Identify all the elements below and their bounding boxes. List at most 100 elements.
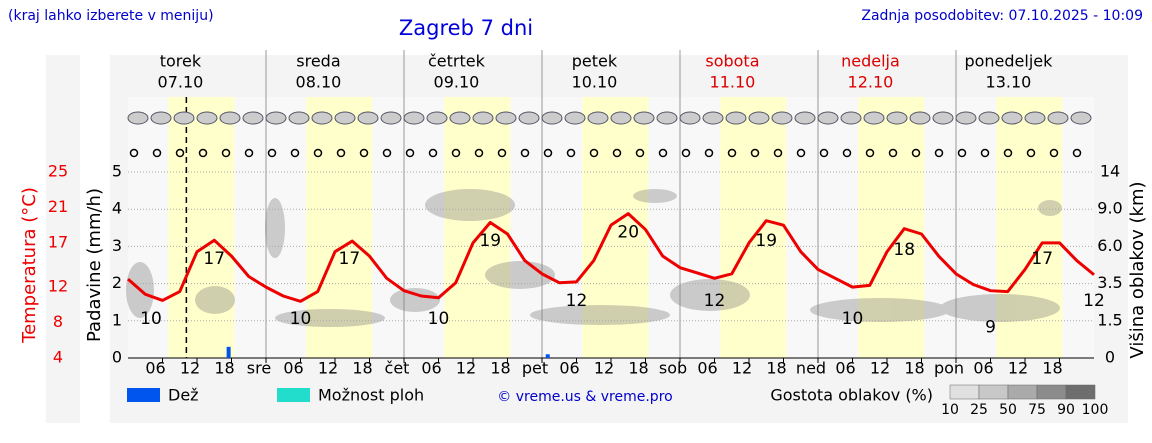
temp-label: 20: [617, 222, 639, 242]
temp-label: 12: [566, 291, 588, 311]
weather-icon: [564, 111, 586, 125]
x-tick-label: 06: [421, 359, 441, 378]
wind-calm: [727, 148, 737, 158]
temp-label: 17: [203, 249, 225, 269]
x-tick-label: 06: [283, 359, 303, 378]
y-tick-label: 5: [112, 162, 122, 181]
legend-label: Možnost ploh: [318, 386, 424, 405]
wind-calm: [313, 148, 323, 158]
wind-calm: [474, 148, 484, 158]
weather-icon: [357, 111, 379, 125]
temp-tick-label: 8: [53, 312, 63, 331]
weather-icon: [840, 111, 862, 125]
wind-calm: [796, 148, 806, 158]
x-tick-label: 06: [145, 359, 165, 378]
density-label: 50: [999, 402, 1017, 418]
legend-swatch: [277, 388, 310, 402]
weather-icon: [886, 111, 908, 125]
legend-swatch: [127, 388, 160, 402]
wind-calm: [336, 148, 346, 158]
day-name: torek: [160, 52, 202, 71]
weather-icon: [656, 111, 678, 125]
density-swatch: [1007, 384, 1038, 400]
day-date: 11.10: [710, 73, 756, 92]
weather-icon: [748, 111, 770, 125]
day-name: sreda: [296, 52, 340, 71]
day-date: 13.10: [986, 73, 1032, 92]
x-tick-label: čet: [385, 359, 410, 378]
day-date: 08.10: [296, 73, 342, 92]
cloud-patch: [530, 305, 670, 325]
wind-calm: [612, 148, 622, 158]
weather-icon: [794, 111, 816, 125]
wind-calm: [520, 148, 530, 158]
temp-tick-label: 21: [48, 197, 68, 216]
day-date: 12.10: [848, 73, 894, 92]
temp-label: 10: [428, 309, 450, 329]
weather-icon: [541, 111, 563, 125]
wind-calm: [497, 148, 507, 158]
density-label: 10: [941, 402, 959, 418]
temp-label: 19: [755, 231, 777, 251]
weather-icon: [288, 111, 310, 125]
wind-calm: [175, 148, 185, 158]
x-tick-label: pon: [934, 359, 964, 378]
wind-calm: [405, 148, 415, 158]
weather-icon: [472, 111, 494, 125]
day-name: četrtek: [428, 52, 486, 71]
temp-label: 12: [1083, 291, 1105, 311]
x-tick-label: 12: [456, 359, 476, 378]
wind-calm: [382, 148, 392, 158]
temp-label: 10: [842, 309, 864, 329]
weather-icon: [725, 111, 747, 125]
y2-tick-label: 3.5: [1097, 273, 1122, 292]
wind-calm: [428, 148, 438, 158]
cloud-patch: [425, 189, 515, 221]
density-label: 25: [970, 402, 988, 418]
temp-label: 18: [893, 240, 915, 260]
daylight-band: [582, 97, 649, 358]
x-tick-label: 12: [1008, 359, 1028, 378]
y2-tick-label: 14: [1100, 162, 1120, 181]
weather-icon: [334, 111, 356, 125]
density-label: 90: [1057, 402, 1075, 418]
x-tick-label: ned: [796, 359, 826, 378]
density-label: 100: [1082, 402, 1109, 418]
temp-label: 10: [140, 309, 162, 329]
day-name: petek: [572, 52, 618, 71]
y-tick-label: 4: [112, 199, 122, 218]
x-tick-label: 18: [214, 359, 234, 378]
x-tick-label: 06: [973, 359, 993, 378]
x-tick-label: 12: [732, 359, 752, 378]
wind-calm: [152, 148, 162, 158]
wind-calm: [658, 148, 668, 158]
y-tick-label: 3: [112, 236, 122, 255]
cloud-patch: [940, 294, 1060, 322]
wind-calm: [290, 148, 300, 158]
density-swatch: [978, 384, 1009, 400]
y2-tick-label: 1.5: [1097, 310, 1122, 329]
weather-icon: [1047, 111, 1069, 125]
daylight-band: [168, 97, 235, 358]
x-tick-label: pet: [522, 359, 548, 378]
wind-calm: [589, 148, 599, 158]
daylight-band: [720, 97, 787, 358]
temp-label: 17: [339, 249, 361, 269]
weather-icon: [955, 111, 977, 125]
day-date: 10.10: [572, 73, 618, 92]
x-tick-label: 18: [628, 359, 648, 378]
wind-calm: [359, 148, 369, 158]
density-swatch: [1065, 384, 1096, 400]
cloud-patch: [390, 288, 440, 312]
wind-calm: [451, 148, 461, 158]
cloud-patch: [810, 298, 950, 322]
wind-calm: [1003, 148, 1013, 158]
x-tick-label: 06: [835, 359, 855, 378]
weather-icon: [265, 111, 287, 125]
weather-icon: [380, 111, 402, 125]
weather-icon: [771, 111, 793, 125]
x-tick-label: 18: [904, 359, 924, 378]
wind-calm: [129, 148, 139, 158]
daylight-band: [306, 97, 373, 358]
